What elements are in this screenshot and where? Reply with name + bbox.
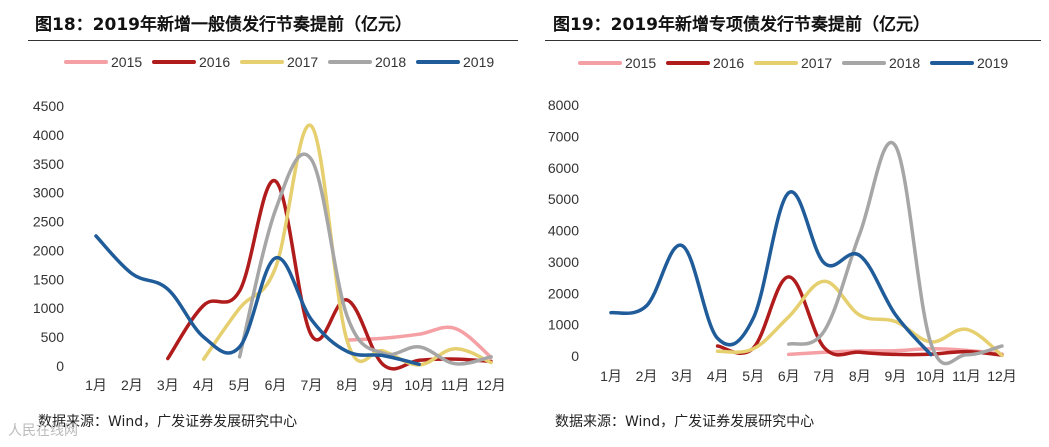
right-x-tick-label: 4月 [707,368,729,384]
left-y-tick-label: 3500 [33,156,64,172]
left-series-line-2015 [345,325,493,360]
right-x-tick-label: 9月 [884,368,906,384]
left-y-tick-label: 4500 [33,98,64,114]
right-chart-panel: 图19：2019年新增专项债发行节奏提前（亿元） 0 1000 2000 3000 40… [525,0,1049,447]
right-x-tick-label: 7月 [813,368,835,384]
left-x-tick-label: 9月 [372,377,394,393]
right-x-tick-label: 6月 [778,368,800,384]
right-y-tick-label: 3000 [548,254,579,270]
right-chart-title: 图19：2019年新增专项债发行节奏提前（亿元） [553,15,930,35]
right-legend-label-2015: 2015 [625,55,656,71]
right-title-rule [545,40,1041,41]
right-x-tick-label: 11月 [952,368,981,384]
left-legend-label-2018: 2018 [375,54,406,70]
right-series-line-2017 [715,279,1004,358]
left-y-tick-label: 1500 [33,271,64,287]
left-y-tick-label: 500 [41,329,65,345]
right-legend-label-2019: 2019 [977,55,1008,71]
right-legend-label-2017: 2017 [801,55,832,71]
right-y-tick-label: 2000 [548,285,579,301]
left-x-tick-label: 11月 [441,377,470,393]
left-legend-label-2015: 2015 [111,54,142,70]
left-y-tick-label: 2000 [33,242,64,258]
left-series-line-2019 [94,234,421,367]
left-x-tick-label: 10月 [404,377,434,393]
left-x-tick-label: 5月 [229,377,251,393]
left-x-tick-label: 4月 [193,377,215,393]
left-series-line-2016 [166,179,493,371]
right-x-tick-label: 12月 [987,368,1017,384]
right-x-tick-label: 2月 [636,368,658,384]
watermark: 人民在线网 [8,423,78,439]
left-y-tick-label: 2500 [33,214,64,230]
right-series-line-2016 [715,275,1004,357]
right-y-tick-label: 6000 [548,160,579,176]
right-x-tick-label: 1月 [600,368,622,384]
left-legend-label-2019: 2019 [463,54,494,70]
left-y-tick-label: 3000 [33,185,64,201]
left-x-tick-label: 7月 [301,377,323,393]
left-x-tick-label: 6月 [265,377,287,393]
left-x-tick-label: 1月 [85,377,107,393]
right-y-tick-label: 0 [571,348,579,364]
right-x-tick-label: 5月 [742,368,764,384]
left-x-tick-label: 2月 [121,377,143,393]
right-series-line-2019 [609,190,933,357]
left-legend-label-2017: 2017 [287,54,318,70]
left-source-note: 数据来源：Wind，广发证券发展研究中心 [38,414,298,430]
right-series-line-2018 [786,140,1004,366]
right-y-tick-label: 4000 [548,223,579,239]
right-line-chart: 0 1000 2000 3000 4000 5000 6000 7000 8000 1月 2月 3月 4… [548,55,1017,384]
right-legend-label-2018: 2018 [889,55,920,71]
right-source-note: 数据来源：Wind，广发证券发展研究中心 [555,414,815,430]
right-y-tick-label: 8000 [548,97,579,113]
left-chart-title: 图18：2019年新增一般债发行节奏提前（亿元） [35,15,412,35]
right-legend-label-2016: 2016 [713,55,744,71]
left-x-tick-label: 3月 [157,377,179,393]
left-series-line-2018 [237,152,493,366]
left-x-tick-label: 8月 [336,377,358,393]
left-y-tick-label: 0 [56,358,64,374]
left-legend-label-2016: 2016 [199,54,230,70]
right-y-tick-label: 1000 [548,317,579,333]
right-x-tick-label: 3月 [671,368,693,384]
left-chart-panel: 图18：2019年新增一般债发行节奏提前（亿元） 0 500 1000 1500 200… [28,15,518,430]
right-x-tick-label: 10月 [916,368,946,384]
left-title-rule [28,40,518,41]
right-y-tick-label: 7000 [548,128,579,144]
left-x-tick-label: 12月 [476,377,506,393]
right-y-tick-label: 5000 [548,191,579,207]
left-y-tick-label: 1000 [33,300,64,316]
right-x-tick-label: 8月 [849,368,871,384]
left-y-tick-label: 4000 [33,127,64,143]
left-line-chart: 0 500 1000 1500 2000 2500 3000 3500 4000 4500 1月 2月… [33,54,506,393]
